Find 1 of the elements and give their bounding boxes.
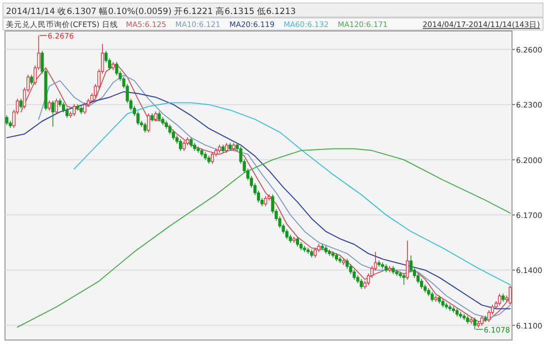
title: 2014/11/14 收6.1307 幅0.10%(0.0059) 开6.1221 高6.1315 低6.1213 xyxy=(6,7,296,17)
